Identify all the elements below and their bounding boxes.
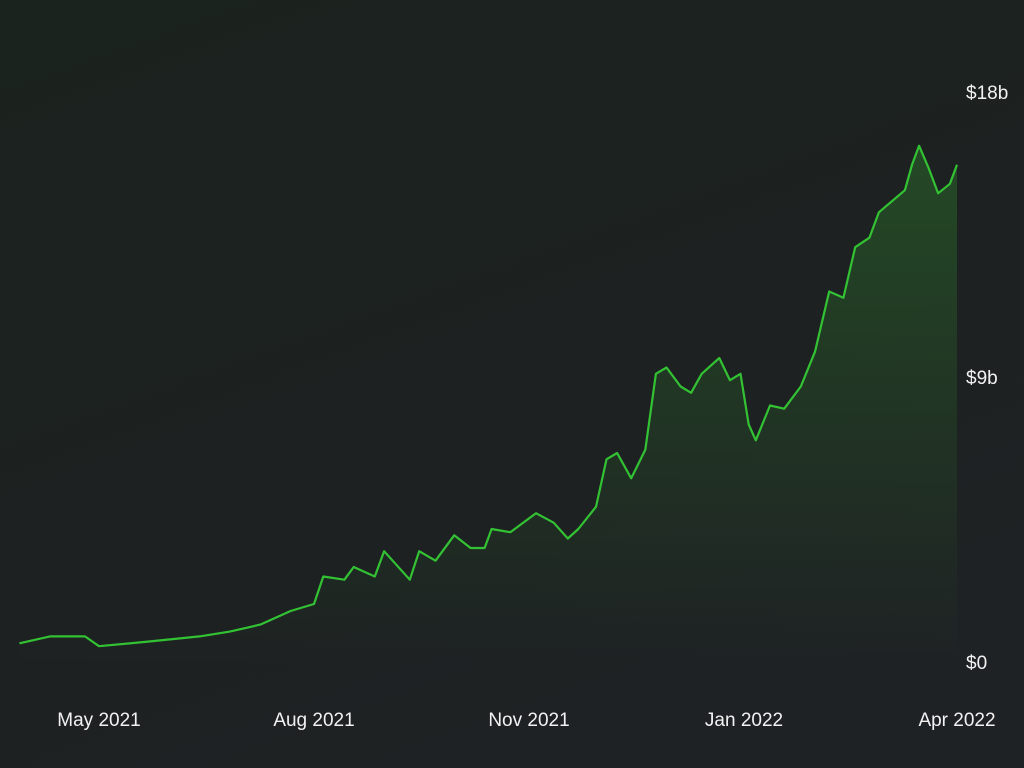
y-tick-label: $9b xyxy=(966,368,998,389)
series-line xyxy=(19,144,959,648)
x-tick-label: Jan 2022 xyxy=(705,710,783,731)
x-tick-label: Apr 2022 xyxy=(918,710,995,731)
x-tick-label: Aug 2021 xyxy=(273,710,354,731)
series-area-fill xyxy=(19,145,957,663)
y-tick-label: $18b xyxy=(966,83,1008,104)
x-tick-label: May 2021 xyxy=(57,710,140,731)
x-axis: May 2021 Aug 2021 Nov 2021 Jan 2022 Apr 2022 xyxy=(57,710,995,731)
y-tick-label: $0 xyxy=(966,653,987,674)
x-tick-label: Nov 2021 xyxy=(488,710,569,731)
y-axis: $0 $9b $18b xyxy=(966,83,1008,674)
